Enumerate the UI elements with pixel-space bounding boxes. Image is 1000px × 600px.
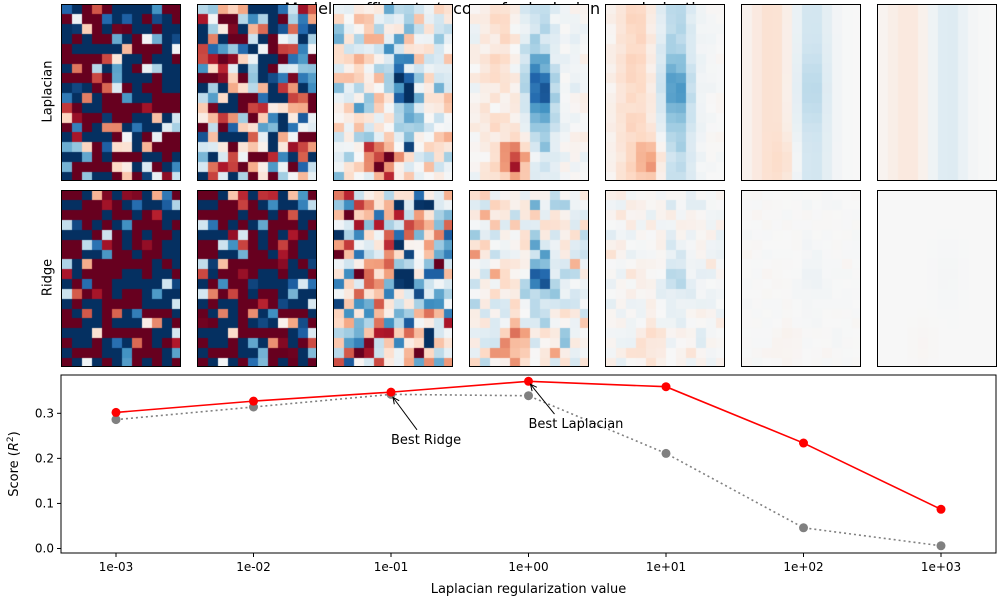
annotation-arrow-1 <box>530 383 555 415</box>
point-ridge-5 <box>799 523 808 533</box>
y-axis-label: Score (R2) <box>6 431 22 496</box>
point-laplacian-4 <box>661 382 671 392</box>
x-tick-label-4: 1e+01 <box>646 560 686 574</box>
heatmap-canvas-laplacian-1 <box>198 5 316 180</box>
heatmap-canvas-laplacian-2 <box>334 5 452 180</box>
point-laplacian-6 <box>936 504 946 514</box>
annotation-label-0: Best Ridge <box>391 433 461 448</box>
annotation-arrow-0 <box>392 397 418 431</box>
x-axis-label: Laplacian regularization value <box>431 582 627 597</box>
x-tick-label-2: 1e-01 <box>374 560 409 574</box>
point-ridge-3 <box>524 391 533 401</box>
heatmap-canvas-laplacian-6 <box>878 5 996 180</box>
heatmap-ridge-6 <box>877 190 997 367</box>
annotation-label-1: Best Laplacian <box>529 417 624 432</box>
x-tick-label-6: 1e+03 <box>921 560 961 574</box>
y-tick-label-3: 0.3 <box>35 406 54 420</box>
heatmap-canvas-laplacian-0 <box>62 5 180 180</box>
point-ridge-6 <box>936 541 946 551</box>
heatmap-laplacian-2 <box>333 4 453 181</box>
y-tick-label-0: 0.0 <box>35 541 54 555</box>
heatmap-laplacian-4 <box>605 4 725 181</box>
x-tick-label-5: 1e+02 <box>783 560 823 574</box>
heatmap-laplacian-5 <box>741 4 861 181</box>
x-tick-label-0: 1e-03 <box>99 560 134 574</box>
heatmap-canvas-laplacian-5 <box>742 5 860 180</box>
heatmap-ridge-1 <box>197 190 317 367</box>
heatmap-laplacian-1 <box>197 4 317 181</box>
y-tick-label-1: 0.1 <box>35 496 54 510</box>
heatmap-ridge-2 <box>333 190 453 367</box>
heatmap-canvas-ridge-4 <box>606 191 724 366</box>
heatmap-laplacian-0 <box>61 4 181 181</box>
heatmap-ridge-3 <box>469 190 589 367</box>
series-line-laplacian <box>115 380 942 511</box>
point-ridge-4 <box>661 448 671 458</box>
heatmap-ridge-5 <box>741 190 861 367</box>
heatmap-laplacian-6 <box>877 4 997 181</box>
heatmap-laplacian-3 <box>469 4 589 181</box>
heatmap-canvas-laplacian-3 <box>470 5 588 180</box>
point-laplacian-3 <box>524 376 533 386</box>
heatmap-canvas-ridge-0 <box>62 191 180 366</box>
x-tick-label-1: 1e-02 <box>236 560 271 574</box>
point-laplacian-2 <box>386 387 396 397</box>
annotation-arrowhead-0 <box>392 396 400 405</box>
plot-frame <box>60 374 997 554</box>
x-tick-label-3: 1e+00 <box>508 560 548 574</box>
heatmap-canvas-ridge-2 <box>334 191 452 366</box>
annotation-arrowhead-1 <box>529 383 538 392</box>
y-tick-label-2: 0.2 <box>35 451 54 465</box>
heatmap-canvas-ridge-3 <box>470 191 588 366</box>
point-laplacian-1 <box>249 396 258 406</box>
point-laplacian-5 <box>799 438 808 448</box>
heatmap-canvas-ridge-1 <box>198 191 316 366</box>
heatmap-canvas-laplacian-4 <box>606 5 724 180</box>
heatmap-ridge-4 <box>605 190 725 367</box>
point-laplacian-0 <box>111 407 121 417</box>
heatmap-ridge-0 <box>61 190 181 367</box>
heatmap-canvas-ridge-6 <box>878 191 996 366</box>
point-ridge-0 <box>111 415 121 425</box>
heatmap-canvas-ridge-5 <box>742 191 860 366</box>
